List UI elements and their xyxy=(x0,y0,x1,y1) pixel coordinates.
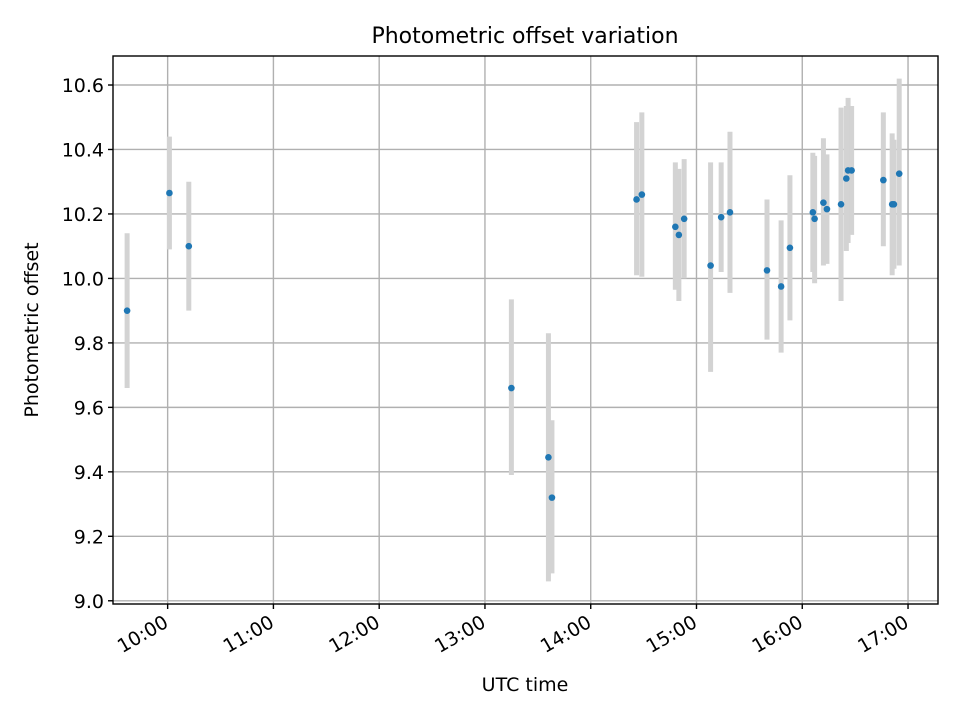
x-tick-label: 16:00 xyxy=(748,611,806,657)
y-tick-label: 10.0 xyxy=(62,268,104,290)
data-point xyxy=(823,205,831,213)
y-tick-label: 9.4 xyxy=(74,462,104,484)
grid xyxy=(113,56,938,604)
data-point xyxy=(707,262,714,269)
y-tick-label: 10.6 xyxy=(62,75,104,97)
data-point xyxy=(890,200,898,208)
data-point xyxy=(820,199,827,206)
data-point xyxy=(633,196,640,203)
data-point xyxy=(843,175,850,182)
x-tick-label: 10:00 xyxy=(114,611,172,657)
x-tick-label: 15:00 xyxy=(643,611,701,657)
y-tick-label: 9.6 xyxy=(74,397,104,419)
data-point xyxy=(638,191,646,198)
data-point xyxy=(811,215,818,223)
x-tick-label: 12:00 xyxy=(325,611,383,657)
x-tick-label: 13:00 xyxy=(431,611,489,657)
data-point xyxy=(717,213,725,221)
data-point xyxy=(809,209,817,216)
data-point xyxy=(777,283,785,290)
x-tick-label: 11:00 xyxy=(219,611,277,657)
y-tick-label: 9.8 xyxy=(74,333,104,355)
data-point xyxy=(680,215,688,223)
data-point xyxy=(672,223,679,231)
x-tick-label: 14:00 xyxy=(537,611,595,657)
data-point xyxy=(508,384,515,392)
data-point xyxy=(548,494,556,501)
data-point xyxy=(880,176,887,184)
error-bars xyxy=(124,78,902,582)
data-point xyxy=(545,454,552,461)
data-point xyxy=(675,231,683,239)
data-point xyxy=(786,244,794,252)
data-point xyxy=(837,200,845,208)
data-point xyxy=(185,242,193,250)
x-axis-label: UTC time xyxy=(482,674,569,696)
data-point xyxy=(895,170,903,177)
chart-title: Photometric offset variation xyxy=(371,24,678,49)
y-tick-label: 10.4 xyxy=(62,139,104,161)
plot-frame xyxy=(112,55,939,605)
data-point xyxy=(848,167,855,174)
data-point xyxy=(123,307,131,314)
y-tick-label: 10.2 xyxy=(62,204,104,226)
data-points xyxy=(123,167,903,501)
x-axis-ticks: 10:00 11:00 12:00 13:00 14:00 15:00 16:00 17:00 xyxy=(114,604,913,658)
data-point xyxy=(726,209,734,216)
y-tick-label: 9.2 xyxy=(74,526,104,548)
y-axis-ticks: 9.0 9.2 9.4 9.6 9.8 10.0 10.2 10.4 10.6 xyxy=(62,75,113,613)
data-point xyxy=(166,189,173,197)
data-point xyxy=(763,267,771,274)
y-tick-label: 9.0 xyxy=(74,591,104,613)
x-tick-label: 17:00 xyxy=(854,611,912,657)
y-axis-label: Photometric offset xyxy=(21,242,43,417)
